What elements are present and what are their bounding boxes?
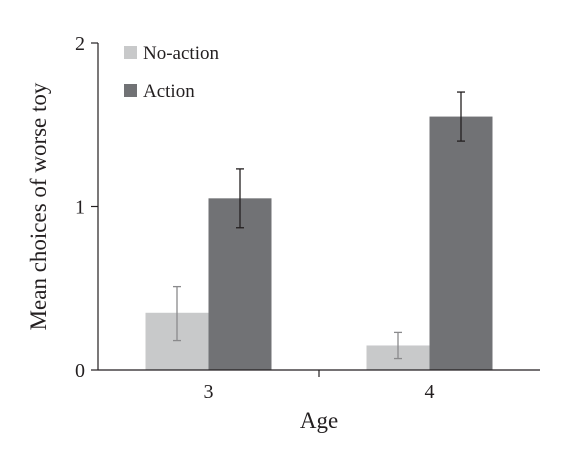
error-bar [173,285,181,342]
legend-swatch [124,84,137,97]
legend-label: No-action [143,43,219,64]
legend-item: No-action [124,43,219,64]
y-tick-label: 0 [75,360,85,382]
error-bar [394,331,402,360]
error-bar [457,91,465,142]
error-bars-layer [173,91,465,360]
legend-swatch [124,46,137,59]
legend-item: Action [124,81,195,102]
legend-label: Action [143,81,195,102]
y-tick-label: 1 [75,197,85,219]
bar-action-age-4 [429,116,493,370]
bars-layer [145,116,493,370]
x-tick-label: 3 [204,381,214,403]
x-tick-label: 4 [425,381,435,403]
y-ticks: 0 1 2 [75,33,98,382]
x-axis-title: Age [300,408,338,433]
error-bar [236,168,244,229]
y-tick-label: 2 [75,33,85,55]
y-axis-title: Mean choices of worse toy [26,82,51,330]
legend: No-action Action [124,43,219,102]
